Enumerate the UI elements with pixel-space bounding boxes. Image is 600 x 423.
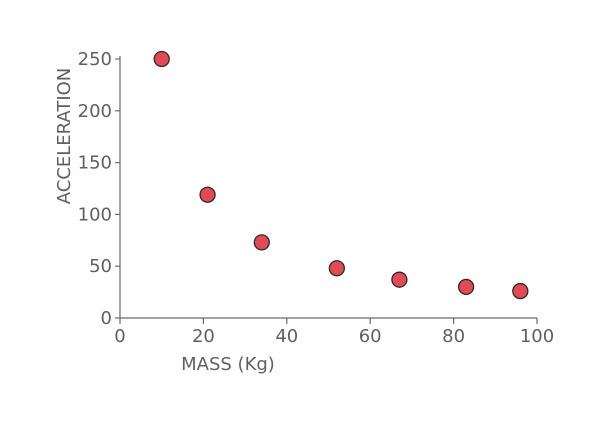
x-axis-title: MASS (Kg) [181, 354, 275, 375]
y-tick-label: 100 [78, 204, 112, 225]
y-tick-label: 0 [101, 308, 112, 329]
data-points [153, 50, 529, 300]
y-tick-label: 250 [78, 49, 112, 70]
scatter-point [457, 278, 475, 296]
scatter-point [199, 186, 216, 203]
x-tick-label: 100 [520, 326, 554, 347]
axis-ticks: 0 20 40 60 80 100 0 50 100 150 200 250 [78, 49, 555, 347]
x-tick-label: 60 [359, 326, 382, 347]
y-tick-label: 150 [78, 153, 112, 174]
scatter-point [512, 282, 529, 300]
x-tick-label: 80 [442, 326, 465, 347]
scatter-point [391, 271, 408, 288]
x-tick-label: 20 [192, 326, 215, 347]
x-tick-label: 40 [275, 326, 298, 347]
scatter-point [153, 50, 170, 68]
y-tick-label: 50 [89, 256, 112, 277]
scatter-point [328, 260, 345, 277]
y-axis-title: ACCELERATION [54, 68, 75, 205]
y-tick-label: 200 [78, 101, 112, 122]
scatter-point [253, 234, 270, 251]
x-tick-label: 0 [114, 326, 125, 347]
